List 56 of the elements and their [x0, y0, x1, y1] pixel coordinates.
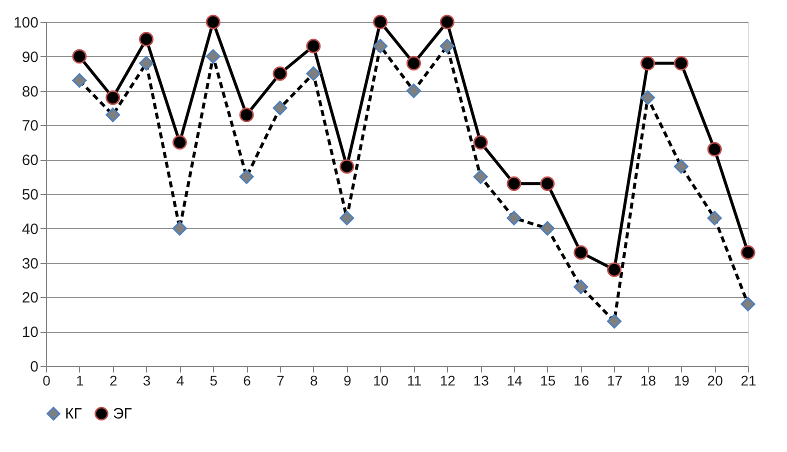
- x-tick-label: 9: [343, 372, 352, 388]
- x-tick-label: 12: [440, 372, 456, 388]
- point: [272, 66, 288, 81]
- point: [674, 56, 688, 71]
- point: [340, 159, 354, 174]
- x-tick-label: 3: [142, 372, 151, 388]
- point: [139, 32, 154, 46]
- point: [607, 262, 622, 277]
- y-tick-label: 0: [30, 358, 38, 376]
- point: [473, 135, 488, 150]
- point: [206, 14, 220, 30]
- point: [72, 49, 87, 64]
- x-tick-label: 2: [109, 372, 118, 388]
- point: [740, 245, 756, 260]
- point: [106, 90, 120, 105]
- point: [406, 56, 421, 71]
- point: [574, 245, 588, 260]
- point: [640, 56, 655, 71]
- x-tick-label: 18: [640, 372, 656, 388]
- y-tick-label: 20: [22, 290, 38, 307]
- y-tick-label: 90: [22, 48, 38, 66]
- x-tick-label: 5: [210, 372, 218, 388]
- x-tick-label: 11: [406, 372, 422, 388]
- y-tick-label: 60: [22, 152, 38, 170]
- legend-label: ЭГ: [113, 406, 132, 423]
- x-tick-label: 1: [76, 372, 84, 388]
- y-tick-label: 30: [22, 255, 38, 272]
- y-tick-label: 40: [22, 220, 38, 238]
- x-tick-label: 6: [243, 372, 252, 388]
- point: [239, 108, 254, 122]
- y-tick-label: 70: [22, 118, 38, 135]
- x-tick-label: 14: [506, 372, 522, 388]
- point: [707, 142, 722, 157]
- y-tick-label: 100: [13, 14, 38, 32]
- y-tick-label: 50: [22, 186, 38, 204]
- y-tick-label: 80: [22, 83, 38, 100]
- point: [172, 135, 187, 150]
- x-tick-label: 0: [42, 372, 51, 388]
- x-tick-label: 16: [574, 372, 590, 388]
- legend-label: КГ: [65, 406, 82, 423]
- x-tick-label: 20: [707, 372, 724, 388]
- x-tick-label: 17: [606, 372, 623, 388]
- point: [506, 176, 522, 191]
- point: [440, 14, 454, 30]
- x-tick-label: 15: [540, 372, 556, 388]
- point: [540, 176, 555, 191]
- y-tick-label: 10: [22, 324, 38, 342]
- point: [306, 38, 321, 54]
- point: [373, 14, 388, 30]
- x-tick-label: 4: [176, 372, 184, 388]
- x-tick-label: 10: [372, 372, 389, 388]
- x-tick-label: 19: [674, 372, 690, 388]
- x-tick-label: 8: [310, 372, 318, 388]
- x-tick-label: 7: [276, 372, 285, 388]
- x-tick-label: 13: [473, 372, 490, 388]
- x-tick-label: 21: [740, 372, 756, 388]
